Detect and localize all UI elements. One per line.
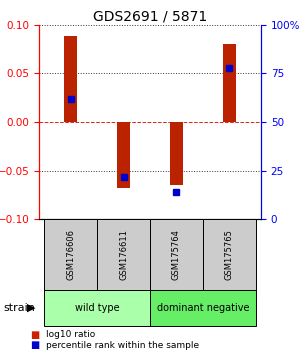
Bar	[44, 219, 97, 290]
Text: GSM175764: GSM175764	[172, 229, 181, 280]
Text: log10 ratio: log10 ratio	[46, 330, 96, 339]
Text: wild type: wild type	[75, 303, 119, 313]
Text: ▶: ▶	[27, 303, 35, 313]
Text: GSM176611: GSM176611	[119, 229, 128, 280]
Bar	[150, 219, 203, 290]
Bar	[203, 219, 256, 290]
Text: strain: strain	[3, 303, 35, 313]
Bar	[97, 219, 150, 290]
Text: percentile rank within the sample: percentile rank within the sample	[46, 341, 200, 350]
Bar	[170, 122, 183, 185]
Bar	[150, 290, 256, 326]
Text: GSM176606: GSM176606	[66, 229, 75, 280]
Text: dominant negative: dominant negative	[157, 303, 249, 313]
Text: ■: ■	[30, 330, 39, 339]
Bar	[44, 290, 150, 326]
Bar	[117, 122, 130, 188]
Bar	[64, 36, 77, 122]
Text: ■: ■	[30, 340, 39, 350]
Bar	[223, 44, 236, 122]
Text: GSM175765: GSM175765	[225, 229, 234, 280]
Title: GDS2691 / 5871: GDS2691 / 5871	[93, 10, 207, 24]
